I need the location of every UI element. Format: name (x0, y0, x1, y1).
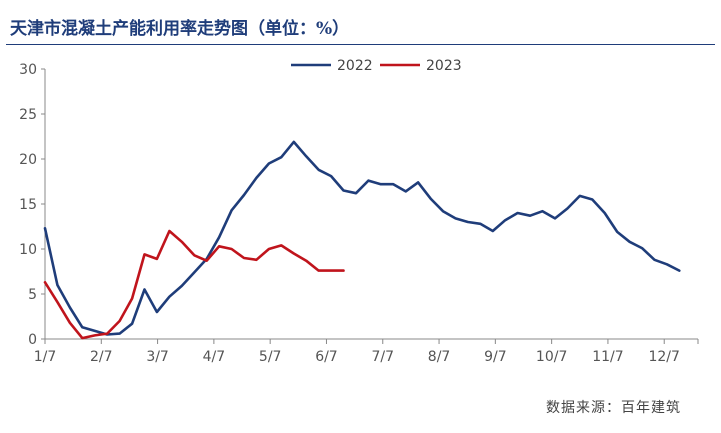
series-layer (43, 140, 681, 340)
y-tick-label: 5 (28, 287, 37, 303)
y-axis: 0 5 10 15 20 25 30 (19, 62, 46, 348)
x-tick-label: 6/7 (315, 349, 338, 365)
chart-title: 天津市混凝土产能利用率走势图（单位：%） (10, 19, 350, 39)
x-tick-label: 12/7 (648, 349, 679, 365)
legend-label-2022: 2022 (337, 58, 373, 74)
x-tick-label: 4/7 (203, 349, 226, 365)
x-tick-label: 2/7 (90, 349, 113, 365)
x-tick-label: 1/7 (34, 349, 57, 365)
legend: 2022 2023 (291, 58, 462, 74)
x-axis: 1/7 2/7 3/7 4/7 5/7 6/7 7/7 8/7 9/7 10/7 11/7 12/7 (34, 338, 699, 365)
title-bar: 天津市混凝土产能利用率走势图（单位：%） (0, 0, 721, 46)
y-tick-label: 25 (19, 107, 37, 123)
series-line-2023 (43, 229, 345, 340)
y-tick-label: 0 (28, 332, 37, 348)
x-tick-label: 10/7 (536, 349, 567, 365)
legend-label-2023: 2023 (426, 58, 462, 74)
y-tick-label: 10 (19, 242, 37, 258)
x-tick-label: 8/7 (428, 349, 451, 365)
source-note: 数据来源：百年建筑 (546, 400, 681, 416)
series-line-2022 (43, 140, 681, 336)
x-tick-label: 5/7 (259, 349, 282, 365)
title-underline (6, 44, 715, 45)
y-tick-label: 15 (19, 197, 37, 213)
x-tick-label: 11/7 (592, 349, 623, 365)
y-tick-label: 30 (19, 62, 37, 78)
y-tick-label: 20 (19, 152, 37, 168)
x-tick-label: 9/7 (484, 349, 507, 365)
x-tick-label: 7/7 (371, 349, 394, 365)
x-tick-label: 3/7 (146, 349, 169, 365)
